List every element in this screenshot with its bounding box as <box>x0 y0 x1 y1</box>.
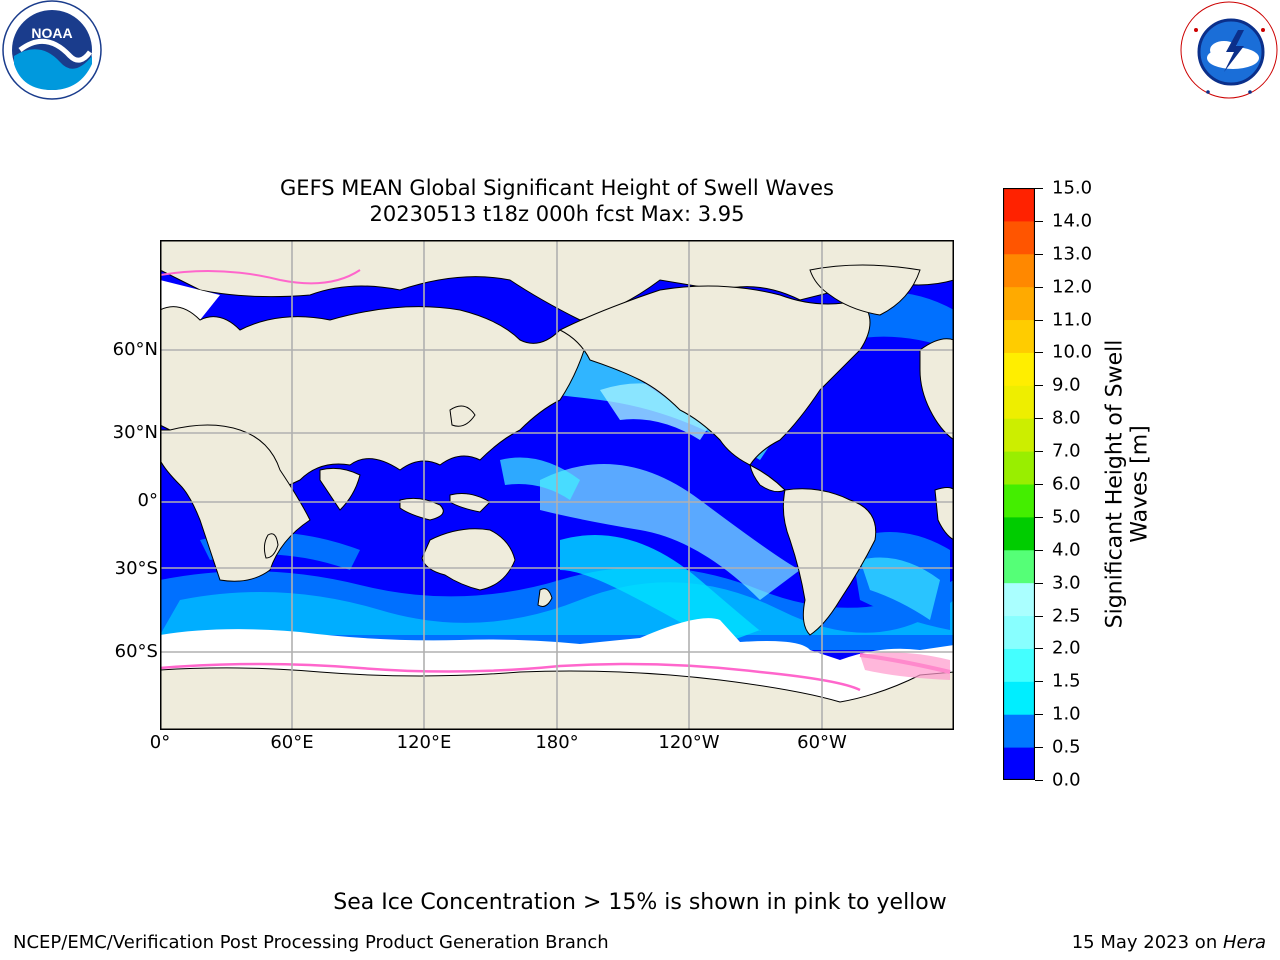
colorbar-segment <box>1003 516 1035 551</box>
colorbar-tick-label: 8.0 <box>1052 407 1081 429</box>
lat-label-60n: 60°N <box>112 339 158 360</box>
lon-label-120e: 120°E <box>396 732 452 753</box>
colorbar-segment <box>1003 747 1035 780</box>
colorbar-tick-label: 12.0 <box>1052 276 1093 298</box>
colorbar-tickmark <box>1035 418 1043 420</box>
noaa-logo-text: NOAA <box>31 25 72 41</box>
nws-logo <box>1180 1 1278 99</box>
chart-title: GEFS MEAN Global Significant Height of S… <box>280 176 834 200</box>
colorbar-segment <box>1003 286 1035 321</box>
colorbar-segment <box>1003 549 1035 584</box>
colorbar-tickmark <box>1035 220 1043 222</box>
colorbar-tick-label: 2.0 <box>1052 637 1081 659</box>
colorbar-tickmark <box>1035 286 1043 288</box>
colorbar-segment <box>1003 582 1035 617</box>
colorbar <box>1003 188 1035 780</box>
swell-map <box>160 240 954 730</box>
colorbar-tick-label: 13.0 <box>1052 243 1093 265</box>
lon-label-180: 180° <box>535 732 579 753</box>
lon-label-60w: 60°W <box>797 732 847 753</box>
lon-label-60e: 60°E <box>270 732 314 753</box>
colorbar-tickmark <box>1035 615 1043 617</box>
colorbar-tickmark <box>1035 451 1043 453</box>
colorbar-tickmark <box>1035 484 1043 485</box>
colorbar-tickmark <box>1035 385 1043 387</box>
colorbar-segment <box>1003 188 1035 222</box>
colorbar-tickmark <box>1035 319 1043 321</box>
colorbar-tickmark <box>1035 188 1043 189</box>
colorbar-segment <box>1003 648 1035 682</box>
colorbar-tick-label: 14.0 <box>1052 210 1093 232</box>
colorbar-tick-label: 0.5 <box>1052 736 1081 758</box>
colorbar-segment <box>1003 418 1035 452</box>
colorbar-tick-label: 1.0 <box>1052 703 1081 725</box>
colorbar-tick-label: 5.0 <box>1052 506 1081 528</box>
colorbar-tick-label: 15.0 <box>1052 177 1093 199</box>
lat-label-60s: 60°S <box>114 641 158 662</box>
colorbar-tick-label: 3.0 <box>1052 572 1081 594</box>
colorbar-segment <box>1003 451 1035 485</box>
lat-label-30s: 30°S <box>114 558 158 579</box>
colorbar-segment <box>1003 681 1035 715</box>
footer-date-text: 15 May 2023 on <box>1071 932 1223 953</box>
noaa-logo: NOAA <box>2 0 102 100</box>
lon-label-120w: 120°W <box>658 732 720 753</box>
map-gridlines <box>160 240 954 730</box>
colorbar-tick-label: 0.0 <box>1052 769 1081 791</box>
chart-subtitle: 20230513 t18z 000h fcst Max: 3.95 <box>369 202 745 226</box>
colorbar-tick-label: 2.5 <box>1052 605 1081 627</box>
colorbar-segment <box>1003 385 1035 419</box>
colorbar-tick-label: 1.5 <box>1052 670 1081 692</box>
lon-label-0: 0° <box>149 732 171 753</box>
colorbar-segment <box>1003 319 1035 353</box>
colorbar-segment <box>1003 253 1035 288</box>
sea-ice-note: Sea Ice Concentration > 15% is shown in … <box>333 890 947 915</box>
colorbar-tickmark <box>1035 681 1043 683</box>
colorbar-tickmark <box>1035 648 1043 650</box>
colorbar-tick-label: 11.0 <box>1052 309 1093 331</box>
colorbar-tickmark <box>1035 582 1043 584</box>
footer-host: Hera <box>1222 932 1266 953</box>
colorbar-segment <box>1003 352 1035 386</box>
footer-credit: NCEP/EMC/Verification Post Processing Pr… <box>13 932 609 953</box>
colorbar-tickmark <box>1035 714 1043 716</box>
colorbar-segment <box>1003 714 1035 748</box>
colorbar-tickmark <box>1035 253 1043 255</box>
footer-date: 15 May 2023 on Hera <box>1072 932 1266 953</box>
colorbar-segment <box>1003 484 1035 518</box>
lat-label-0: 0° <box>137 490 158 511</box>
colorbar-tickmark <box>1035 516 1043 518</box>
colorbar-label: Significant Height of Swell Waves [m] <box>1102 339 1153 629</box>
colorbar-tickmark <box>1035 549 1043 551</box>
colorbar-tick-label: 6.0 <box>1052 473 1081 495</box>
colorbar-segment <box>1003 220 1035 255</box>
colorbar-tick-label: 9.0 <box>1052 374 1081 396</box>
lat-label-30n: 30°N <box>112 422 158 443</box>
colorbar-tick-label: 10.0 <box>1052 341 1093 363</box>
colorbar-tickmark <box>1035 747 1043 749</box>
colorbar-tick-label: 7.0 <box>1052 440 1081 462</box>
colorbar-segment <box>1003 615 1035 649</box>
colorbar-tick-label: 4.0 <box>1052 539 1081 561</box>
colorbar-tickmark <box>1035 352 1043 354</box>
colorbar-tickmark <box>1035 780 1043 781</box>
